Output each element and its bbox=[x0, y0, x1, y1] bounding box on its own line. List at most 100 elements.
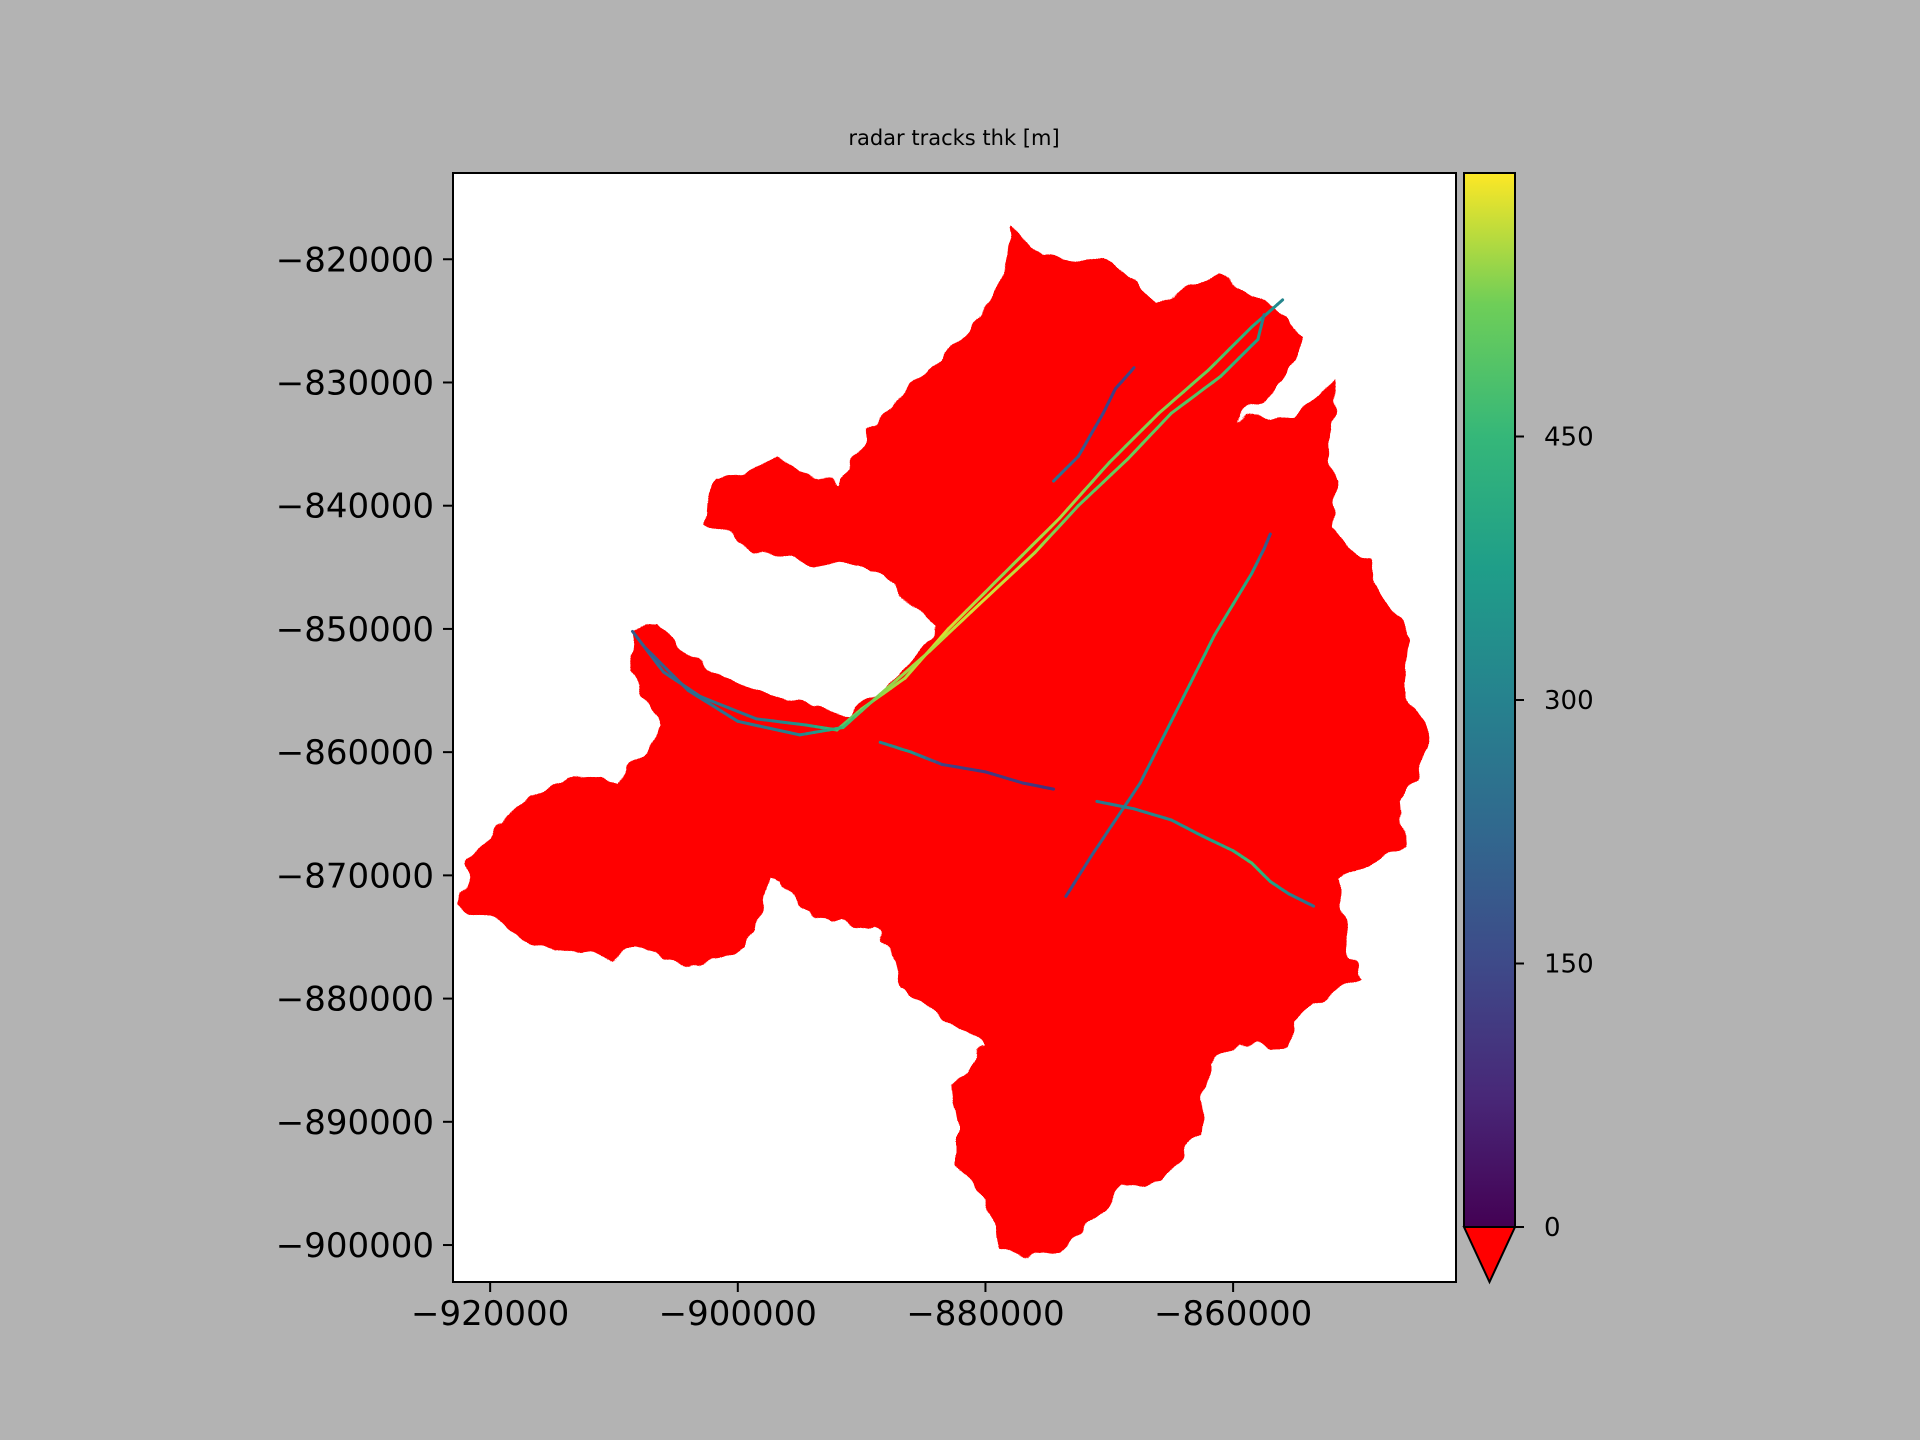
track-segment bbox=[1116, 444, 1128, 456]
track-segment bbox=[1101, 473, 1113, 484]
y-tick-label: −850000 bbox=[276, 610, 434, 650]
radar-track-6 bbox=[1052, 366, 1136, 483]
track-segment bbox=[1162, 411, 1173, 423]
track-segment bbox=[1276, 298, 1285, 306]
x-axis: −920000 −900000 −880000 −860000 bbox=[411, 1282, 1312, 1334]
track-segment bbox=[1074, 488, 1086, 501]
colorbar-tick-label: 150 bbox=[1544, 950, 1594, 980]
track-segment bbox=[1178, 399, 1190, 409]
track-segment bbox=[903, 664, 915, 675]
track-segment bbox=[1107, 452, 1119, 465]
y-tick-label: −840000 bbox=[276, 487, 434, 527]
track-segment bbox=[1014, 559, 1028, 572]
track-segment bbox=[1186, 393, 1198, 403]
x-tick-label: −900000 bbox=[659, 1294, 817, 1334]
track-segment bbox=[974, 590, 987, 603]
track-segment bbox=[1058, 507, 1070, 520]
chart-title: radar tracks thk [m] bbox=[848, 126, 1059, 150]
track-segment bbox=[1194, 387, 1206, 397]
track-segment bbox=[1030, 535, 1043, 548]
track-segment bbox=[1149, 411, 1161, 423]
track-segment bbox=[946, 618, 960, 631]
track-segment bbox=[736, 710, 749, 717]
track-segment bbox=[1046, 786, 1056, 791]
track-segment bbox=[1049, 516, 1062, 529]
track-segment bbox=[1091, 470, 1103, 483]
track-segment bbox=[1040, 535, 1051, 547]
track-segment bbox=[1039, 525, 1052, 538]
track-segment bbox=[920, 649, 932, 660]
track-segment bbox=[679, 681, 690, 692]
track-segment bbox=[727, 706, 740, 713]
x-tick-label: −920000 bbox=[411, 1294, 569, 1334]
track-segment bbox=[1267, 532, 1272, 538]
track-segment bbox=[1140, 434, 1151, 446]
track-segment bbox=[1052, 475, 1060, 483]
track-segment bbox=[1190, 375, 1202, 386]
track-segment bbox=[987, 585, 1000, 598]
y-tick-label: −870000 bbox=[276, 856, 434, 896]
track-segment bbox=[1202, 381, 1214, 391]
colorbar-ticks: 0 150 300 450 bbox=[1515, 423, 1594, 1243]
track-segment bbox=[686, 689, 698, 698]
glacier-mask bbox=[459, 228, 1432, 1258]
track-segment bbox=[1099, 461, 1111, 474]
track-segment bbox=[1033, 543, 1044, 554]
track-segment bbox=[910, 660, 921, 672]
track-segment bbox=[1093, 480, 1105, 492]
track-segment bbox=[1211, 374, 1223, 384]
track-segment bbox=[1228, 339, 1239, 351]
track-segment bbox=[961, 610, 973, 622]
track-segment bbox=[956, 608, 969, 622]
track-segment bbox=[1261, 313, 1266, 321]
track-segment bbox=[1169, 405, 1181, 415]
track-segment bbox=[939, 627, 950, 639]
track-segment bbox=[746, 722, 760, 728]
track-segment bbox=[708, 698, 721, 706]
track-segment bbox=[1047, 527, 1059, 539]
track-segment bbox=[1214, 354, 1225, 365]
track-segment bbox=[643, 645, 654, 657]
radar-track-2 bbox=[643, 313, 1266, 737]
track-segment bbox=[1173, 390, 1186, 401]
track-segment bbox=[719, 709, 731, 718]
track-segment bbox=[1024, 551, 1037, 563]
track-segment bbox=[695, 694, 707, 703]
track-segment bbox=[1182, 383, 1194, 394]
y-tick-label: −820000 bbox=[276, 240, 434, 280]
y-tick-label: −880000 bbox=[276, 980, 434, 1020]
track-segment bbox=[1132, 428, 1144, 440]
y-tick-label: −860000 bbox=[276, 733, 434, 773]
track-segment bbox=[911, 656, 923, 667]
track-segment bbox=[1140, 420, 1153, 432]
track-segment bbox=[703, 699, 715, 708]
track-segment bbox=[736, 719, 750, 726]
track-segment bbox=[711, 704, 723, 713]
track-segment bbox=[1002, 562, 1015, 575]
track-segment bbox=[1021, 544, 1034, 557]
track-segment bbox=[699, 695, 712, 702]
track-segment bbox=[928, 641, 940, 653]
track-segment bbox=[965, 599, 978, 612]
track-segment bbox=[1133, 442, 1144, 453]
track-segment bbox=[1243, 325, 1254, 336]
track-segment bbox=[1011, 553, 1025, 566]
y-axis: −820000 −830000 −840000 −850000 −860000 −8700… bbox=[276, 240, 453, 1266]
track-segment bbox=[878, 685, 890, 696]
track-segment bbox=[984, 581, 997, 594]
track-segment bbox=[1005, 568, 1018, 580]
track-segment bbox=[1157, 404, 1169, 415]
track-segment bbox=[1221, 347, 1232, 358]
track-segment bbox=[1155, 419, 1166, 430]
track-segment bbox=[1109, 465, 1122, 476]
track-segment bbox=[1126, 449, 1137, 461]
plot-frame bbox=[452, 172, 1457, 1283]
track-segment bbox=[953, 618, 965, 630]
track-segment bbox=[665, 667, 676, 678]
glacier-mask-region bbox=[459, 228, 1432, 1258]
track-segment bbox=[1076, 496, 1089, 508]
track-segment bbox=[1069, 504, 1080, 515]
track-segment bbox=[767, 726, 781, 732]
track-segment bbox=[1066, 498, 1078, 511]
